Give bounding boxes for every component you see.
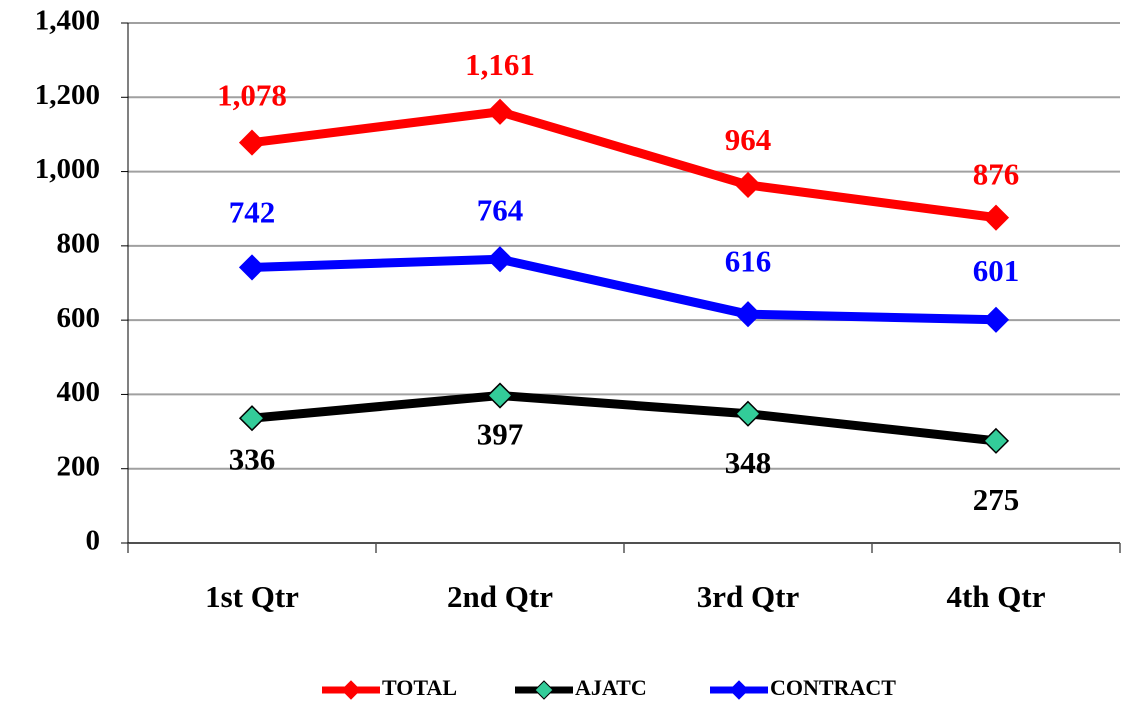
legend-label: CONTRACT (770, 675, 896, 700)
x-tick-label: 4th Qtr (946, 579, 1045, 614)
x-axis-ticks (127, 543, 1121, 553)
x-tick-label: 3rd Qtr (697, 579, 800, 614)
marker (238, 129, 266, 156)
marker (982, 427, 1010, 454)
y-tick-label: 800 (57, 228, 101, 260)
series-line (251, 107, 997, 223)
marker (238, 254, 266, 281)
data-label: 397 (477, 417, 524, 452)
data-label: 876 (973, 157, 1020, 192)
legend-label: AJATC (575, 675, 647, 700)
x-tick-label: 2nd Qtr (447, 579, 553, 614)
y-tick-label: 0 (86, 525, 101, 557)
y-tick-label: 400 (57, 376, 101, 408)
y-tick-label: 1,200 (35, 79, 100, 111)
marker (982, 204, 1010, 231)
legend-marker (729, 680, 749, 700)
series-line (251, 254, 997, 325)
series-line (251, 391, 997, 446)
marker (734, 301, 762, 328)
y-tick-label: 600 (57, 302, 101, 334)
data-label: 742 (229, 195, 276, 230)
marker (486, 246, 514, 273)
data-label: 1,161 (465, 47, 535, 82)
marker (486, 98, 514, 125)
x-tick-label: 1st Qtr (205, 579, 299, 614)
legend-label: TOTAL (382, 675, 457, 700)
data-label: 1,078 (217, 78, 287, 113)
marker (238, 405, 266, 432)
data-label: 601 (973, 253, 1020, 288)
data-label: 336 (229, 441, 276, 476)
marker (982, 306, 1010, 333)
data-label: 275 (973, 482, 1020, 517)
data-label: 616 (725, 243, 772, 278)
data-label: 348 (725, 445, 772, 480)
y-tick-label: 1,000 (35, 153, 100, 185)
data-label: 764 (477, 192, 524, 227)
marker (734, 400, 762, 427)
marker (486, 382, 514, 409)
legend-marker (341, 680, 361, 700)
y-tick-label: 200 (57, 450, 101, 482)
y-tick-label: 1,400 (35, 5, 100, 37)
marker (734, 171, 762, 199)
data-label: 964 (725, 122, 772, 157)
legend-marker (534, 680, 554, 700)
